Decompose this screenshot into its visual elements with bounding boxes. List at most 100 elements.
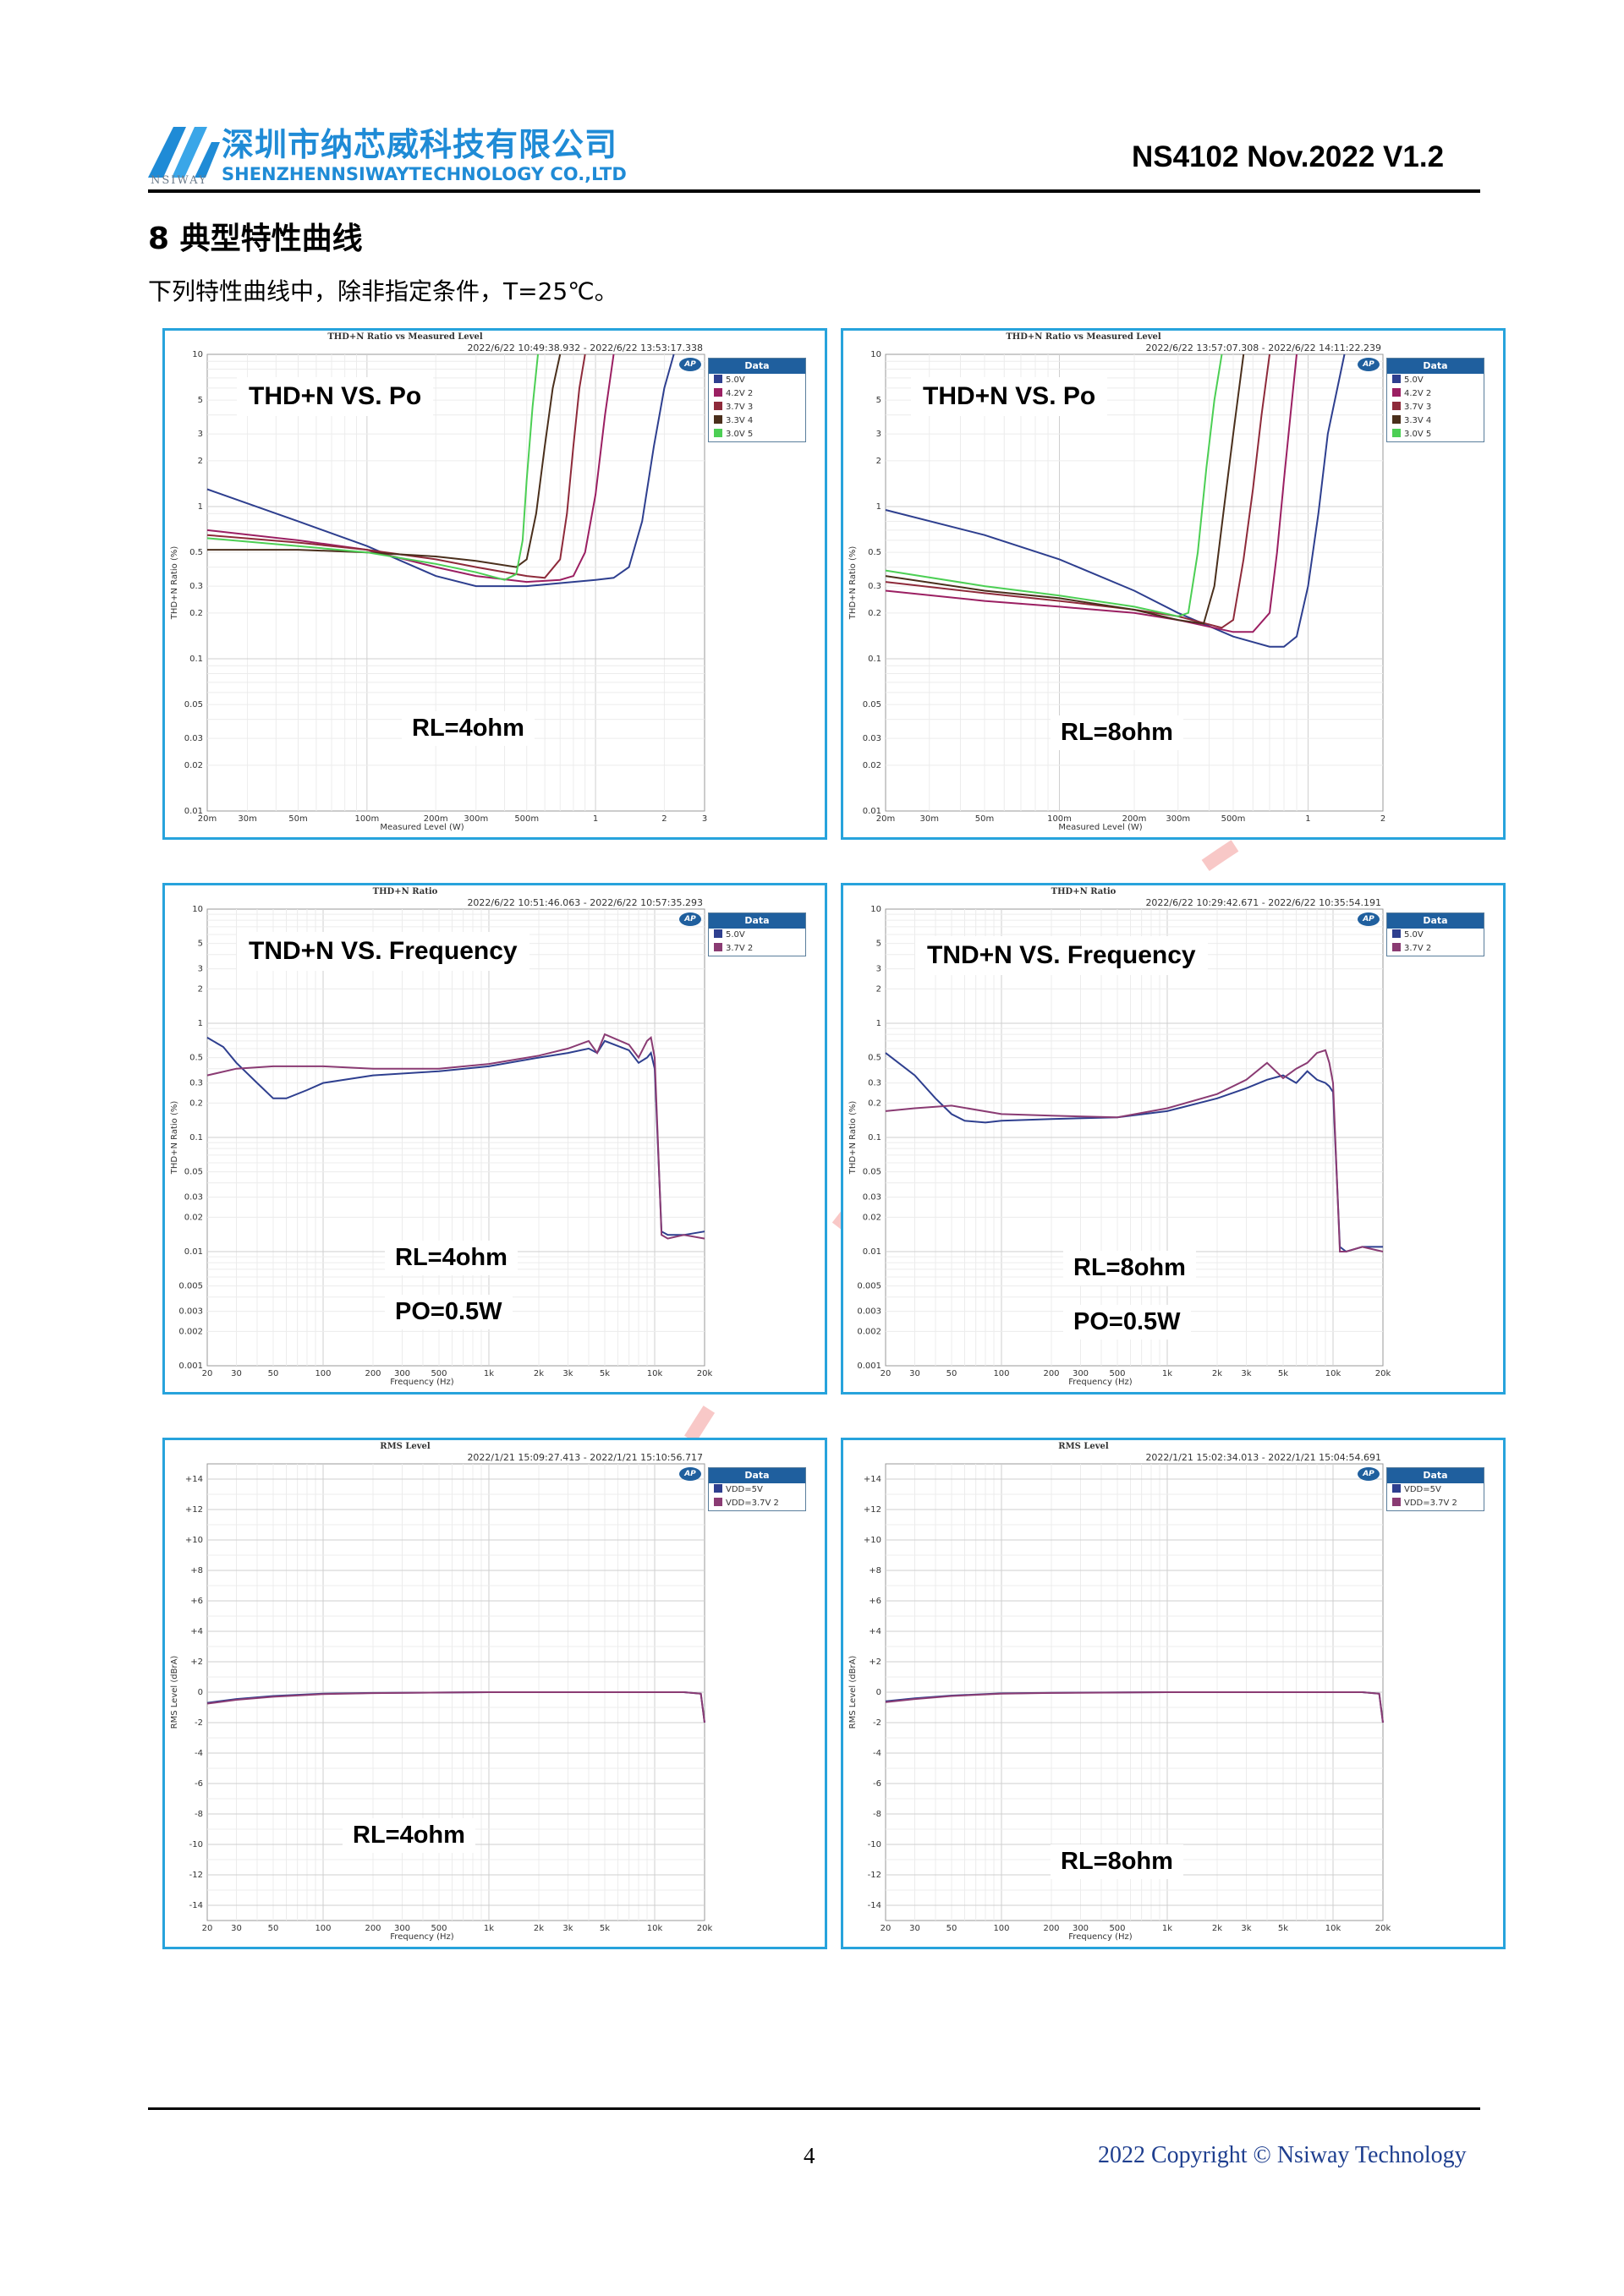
y-tick-label: -2 bbox=[873, 1718, 881, 1728]
legend-item: 3.7V 3 bbox=[1387, 401, 1484, 414]
x-tick-label: 300 bbox=[394, 1924, 410, 1933]
chart-annotation: THD+N VS. Po bbox=[911, 377, 1108, 416]
y-tick-label: 0.1 bbox=[868, 655, 881, 664]
x-tick-label: 20 bbox=[881, 1369, 892, 1378]
chart-title: RMS Level bbox=[380, 1442, 431, 1451]
x-tick-label: 5k bbox=[1278, 1924, 1288, 1933]
legend-label: VDD=3.7V 2 bbox=[1404, 1499, 1457, 1508]
y-tick-label: 0 bbox=[198, 1688, 203, 1697]
chart-legend: Data VDD=5V VDD=3.7V 2 bbox=[708, 1467, 806, 1511]
y-tick-label: 0.2 bbox=[189, 1099, 203, 1108]
y-tick-label: 1 bbox=[198, 502, 203, 512]
x-tick-label: 500m bbox=[514, 814, 539, 824]
legend-item: 3.7V 2 bbox=[709, 942, 805, 956]
x-tick-label: 2k bbox=[534, 1924, 544, 1933]
x-tick-label: 10k bbox=[647, 1369, 663, 1378]
y-tick-label: 3 bbox=[198, 430, 203, 439]
chart-panel: 20m 30m 50m 100m 200m 300m 500m 1 2 3 10 5 3 2 1 0.5 0.3… bbox=[162, 328, 827, 840]
x-tick-label: 20m bbox=[198, 814, 217, 824]
y-tick-label: 0.2 bbox=[189, 609, 203, 618]
y-tick-label: 0.003 bbox=[178, 1307, 203, 1317]
section-intro: 下列特性曲线中，除非指定条件，T=25℃。 bbox=[148, 277, 618, 305]
y-tick-label: +2 bbox=[869, 1658, 881, 1667]
y-tick-label: +6 bbox=[190, 1597, 203, 1606]
legend-item: 5.0V bbox=[709, 929, 805, 942]
x-tick-label: 200m bbox=[424, 814, 448, 824]
legend-swatch bbox=[1392, 1498, 1401, 1506]
y-tick-label: 1 bbox=[876, 1019, 881, 1028]
document-id: NS4102 Nov.2022 V1.2 bbox=[1132, 140, 1445, 173]
y-tick-label: 5 bbox=[198, 940, 203, 949]
x-tick-label: 3k bbox=[1241, 1369, 1251, 1378]
y-tick-label: 0.03 bbox=[863, 734, 881, 743]
ap-logo-icon: AP bbox=[1358, 1467, 1380, 1481]
x-tick-label: 3 bbox=[702, 814, 707, 824]
y-tick-label: 0.05 bbox=[184, 1168, 203, 1177]
legend-swatch bbox=[1392, 943, 1401, 951]
x-tick-label: 20k bbox=[1375, 1924, 1391, 1933]
y-tick-label: 0.1 bbox=[189, 655, 203, 664]
x-tick-label: 3k bbox=[562, 1369, 573, 1378]
y-tick-label: 0.5 bbox=[189, 548, 203, 557]
chart-title: RMS Level bbox=[1058, 1442, 1109, 1451]
y-tick-label: 3 bbox=[876, 430, 881, 439]
legend-item: 5.0V bbox=[1387, 929, 1484, 942]
y-tick-label: 0.02 bbox=[184, 761, 203, 770]
x-tick-label: 2k bbox=[1212, 1924, 1222, 1933]
x-tick-label: 200 bbox=[1043, 1369, 1059, 1378]
chart-timestamp: 2022/6/22 13:57:07.308 - 2022/6/22 14:11… bbox=[1145, 342, 1381, 353]
x-tick-label: 100 bbox=[993, 1924, 1009, 1933]
company-name-cn: 深圳市纳芯威科技有限公司 bbox=[222, 126, 618, 163]
y-tick-label: +12 bbox=[185, 1505, 203, 1515]
x-tick-label: 50m bbox=[288, 814, 307, 824]
y-axis-label: THD+N Ratio (%) bbox=[848, 1101, 858, 1175]
y-tick-label: +12 bbox=[864, 1505, 881, 1515]
x-tick-label: 100 bbox=[315, 1924, 331, 1933]
ap-logo-icon: AP bbox=[1358, 912, 1380, 926]
x-axis-label: Frequency (Hz) bbox=[1068, 1378, 1133, 1387]
y-tick-label: 3 bbox=[198, 965, 203, 974]
legend-label: 3.0V 5 bbox=[726, 430, 754, 439]
header-divider bbox=[148, 189, 1480, 193]
y-axis-label: THD+N Ratio (%) bbox=[848, 546, 858, 621]
x-tick-label: 10k bbox=[647, 1924, 663, 1933]
x-axis-label: Frequency (Hz) bbox=[1068, 1932, 1133, 1942]
legend-label: 5.0V bbox=[726, 930, 745, 940]
chart-timestamp: 2022/1/21 15:02:34.013 - 2022/1/21 15:04… bbox=[1145, 1452, 1381, 1463]
x-tick-label: 1k bbox=[1162, 1369, 1172, 1378]
legend-label: 3.3V 4 bbox=[1404, 416, 1432, 425]
y-tick-label: 1 bbox=[198, 1019, 203, 1028]
y-tick-label: 5 bbox=[876, 940, 881, 949]
y-tick-label: 0 bbox=[876, 1688, 881, 1697]
y-axis-label: RMS Level (dBrA) bbox=[170, 1656, 179, 1729]
legend-title: Data bbox=[709, 913, 805, 929]
ap-logo-icon: AP bbox=[1358, 358, 1380, 371]
x-tick-label: 20m bbox=[876, 814, 895, 824]
section-title: 8 典型特性曲线 bbox=[148, 222, 363, 256]
x-tick-label: 50 bbox=[946, 1924, 957, 1933]
y-tick-label: 0.01 bbox=[184, 1247, 203, 1257]
x-tick-label: 500 bbox=[1109, 1924, 1125, 1933]
legend-item: VDD=3.7V 2 bbox=[1387, 1497, 1484, 1510]
x-tick-label: 5k bbox=[600, 1369, 610, 1378]
y-tick-label: 0.002 bbox=[178, 1327, 203, 1336]
legend-swatch bbox=[714, 1498, 722, 1506]
y-tick-label: 0.003 bbox=[857, 1307, 881, 1317]
x-tick-label: 300 bbox=[1073, 1369, 1089, 1378]
chart-legend: Data VDD=5V VDD=3.7V 2 bbox=[1386, 1467, 1484, 1511]
copyright: 2022 Copyright © Nsiway Technology bbox=[1098, 2142, 1467, 2168]
x-tick-label: 2k bbox=[534, 1369, 544, 1378]
x-tick-label: 20 bbox=[202, 1924, 213, 1933]
y-tick-label: 0.3 bbox=[868, 1079, 881, 1088]
x-axis-label: Measured Level (W) bbox=[380, 823, 464, 832]
y-tick-label: 0.3 bbox=[189, 1079, 203, 1088]
series-line bbox=[206, 353, 586, 579]
legend-label: 4.2V 2 bbox=[1404, 389, 1432, 398]
x-tick-label: 5k bbox=[1278, 1369, 1288, 1378]
y-tick-label: 0.005 bbox=[178, 1282, 203, 1291]
y-tick-label: 10 bbox=[192, 905, 203, 914]
y-tick-label: 0.03 bbox=[184, 1193, 203, 1203]
y-tick-label: 0.001 bbox=[857, 1362, 881, 1371]
legend-item: 4.2V 2 bbox=[709, 387, 805, 401]
legend-title: Data bbox=[1387, 913, 1484, 929]
